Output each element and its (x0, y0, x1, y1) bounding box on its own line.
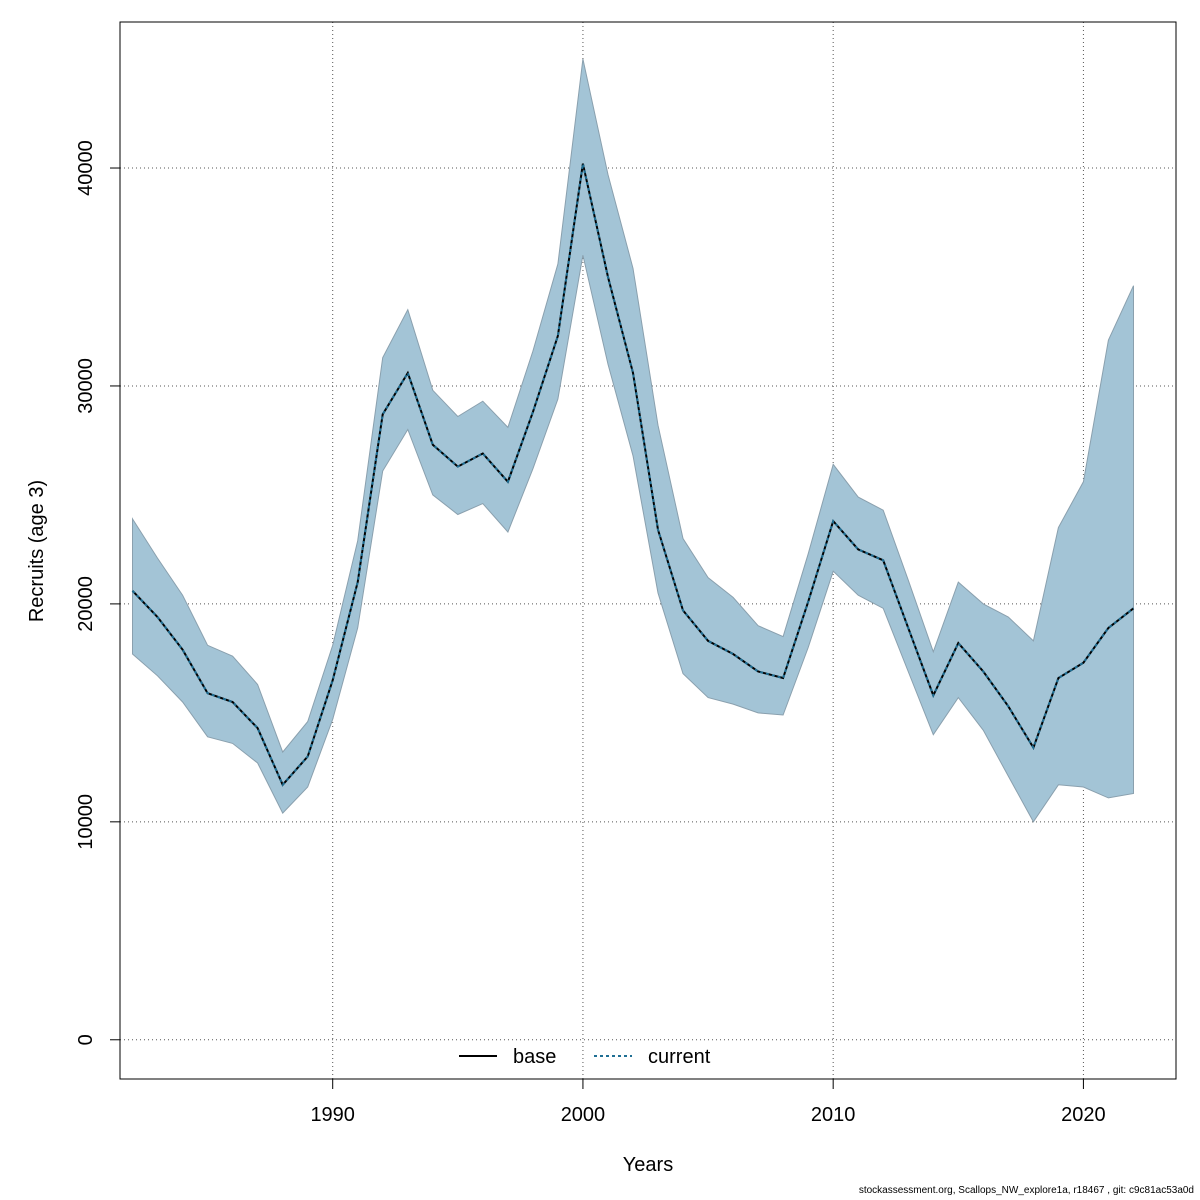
x-tick-label-2000: 2000 (561, 1104, 606, 1126)
legend-current-label: current (648, 1046, 711, 1068)
plot-frame (119, 21, 1177, 1080)
x-tick-label-2020: 2020 (1061, 1104, 1106, 1126)
x-axis: 1990 2000 2010 2020 (310, 1079, 1106, 1126)
legend-base-label: base (513, 1046, 556, 1068)
y-tick-label-20000: 20000 (75, 576, 97, 632)
y-tick-label-10000: 10000 (75, 794, 97, 850)
confidence-band (132, 58, 1134, 823)
y-tick-label-40000: 40000 (75, 140, 97, 196)
y-tick-label-30000: 30000 (75, 358, 97, 414)
current-series-line (131, 163, 1135, 787)
y-axis-label: Recruits (age 3) (26, 480, 48, 622)
x-tick-label-1990: 1990 (310, 1104, 355, 1126)
y-axis: 0 10000 20000 30000 40000 (75, 140, 120, 1045)
y-tick-label-0: 0 (75, 1034, 97, 1045)
footer-annotation: stockassessment.org, Scallops_NW_explore… (858, 1185, 1194, 1196)
grid-lines (120, 22, 1176, 1079)
x-tick-label-2010: 2010 (811, 1104, 856, 1126)
legend: base current (459, 1046, 711, 1068)
x-axis-label: Years (623, 1154, 673, 1176)
